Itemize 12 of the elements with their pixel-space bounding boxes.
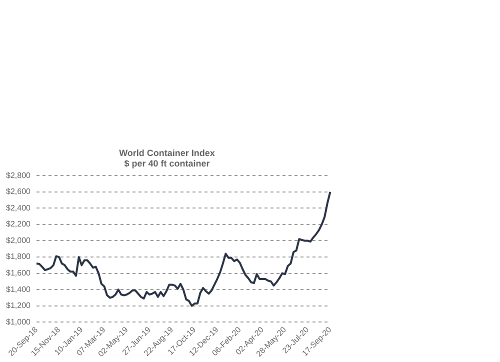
y-tick-label: $2,000 bbox=[6, 236, 32, 245]
y-tick-label: $2,200 bbox=[6, 220, 32, 229]
chart-subtitle: $ per 40 ft container bbox=[124, 158, 210, 169]
y-tick-label: $2,400 bbox=[6, 203, 32, 212]
y-tick-label: $2,800 bbox=[6, 170, 32, 180]
chart-title: World Container Index bbox=[119, 148, 215, 158]
y-tick-label: $1,800 bbox=[6, 252, 32, 262]
y-tick-label: $2,600 bbox=[6, 187, 32, 196]
y-tick-label: $1,200 bbox=[6, 301, 32, 310]
y-tick-label: $1,400 bbox=[6, 284, 32, 294]
y-tick-label: $1,600 bbox=[6, 268, 32, 278]
y-tick-label: $1,000 bbox=[6, 317, 32, 326]
